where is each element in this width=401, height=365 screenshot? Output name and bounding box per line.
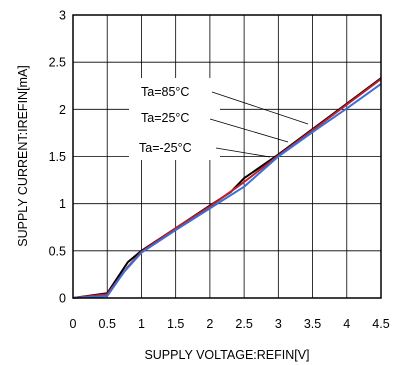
x-tick-label: 3.5 (304, 317, 321, 331)
y-tick-label: 1.5 (49, 150, 66, 164)
grid (72, 14, 382, 299)
annotation-ta-25: Ta=25°C (141, 111, 189, 125)
y-tick-label: 2 (59, 103, 66, 117)
x-tick-label: 0.5 (99, 317, 116, 331)
x-tick-label: 4.5 (372, 317, 389, 331)
x-tick-label: 1 (138, 317, 145, 331)
annotations: Ta=85°C Ta=25°C Ta=-25°C (129, 78, 309, 160)
annotation-ta-85: Ta=85°C (141, 85, 189, 99)
y-tick-label: 3 (59, 9, 66, 23)
y-tick-label: 0.5 (49, 244, 66, 258)
series-lines (72, 77, 382, 299)
plot-frame (72, 14, 382, 299)
leader-line-25 (209, 118, 289, 143)
x-tick-label: 4 (343, 317, 350, 331)
x-tick-labels: 0 0.5 1 1.5 2 2.5 3 3.5 4 4.5 (70, 317, 390, 331)
annotation-box (129, 78, 220, 160)
x-tick-label: 3 (275, 317, 282, 331)
x-tick-label: 1.5 (167, 317, 184, 331)
x-axis-label: SUPPLY VOLTAGE:REFIN[V] (144, 348, 309, 362)
y-tick-label: 2.5 (49, 56, 66, 70)
x-tick-label: 2.5 (235, 317, 252, 331)
leader-line-85 (211, 91, 309, 125)
y-tick-label: 1 (59, 197, 66, 211)
y-axis-label: SUPPLY CURRENT:IREFIN[mA] (16, 65, 30, 247)
leader-line-neg25 (215, 147, 271, 158)
series-line-2 (72, 83, 382, 299)
annotation-ta-neg25: Ta=-25°C (139, 141, 192, 155)
y-tick-label: 0 (59, 292, 66, 306)
x-tick-label: 2 (206, 317, 213, 331)
y-tick-labels: 0 0.5 1 1.5 2 2.5 3 (49, 9, 66, 306)
x-tick-label: 0 (70, 317, 77, 331)
series-line-0 (72, 77, 382, 299)
